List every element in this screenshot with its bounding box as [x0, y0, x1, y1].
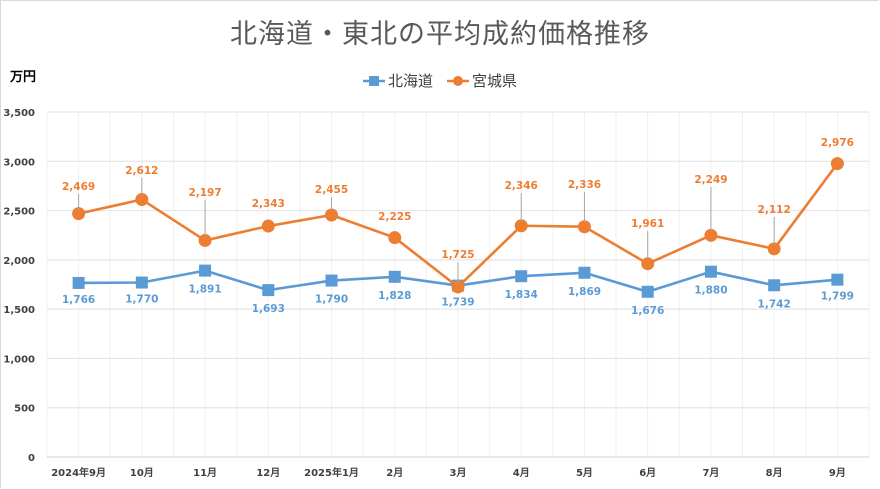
data-label: 1,961	[631, 218, 664, 230]
data-label: 1,799	[821, 291, 854, 303]
data-label: 2,112	[758, 204, 791, 216]
data-point-marker	[830, 157, 844, 171]
data-label: 2,336	[568, 179, 601, 191]
data-point-marker	[767, 242, 781, 256]
data-label: 2,225	[378, 211, 411, 223]
data-point-marker	[261, 219, 275, 233]
y-axis-unit-label: 万円	[10, 70, 37, 85]
data-label: 1,880	[694, 285, 727, 297]
legend-label: 北海道	[387, 72, 433, 90]
data-label: 1,834	[505, 289, 538, 301]
data-label: 1,790	[315, 294, 348, 306]
data-point-marker	[262, 284, 275, 297]
x-tick-label: 5月	[576, 467, 593, 479]
data-label: 2,346	[505, 180, 538, 192]
data-point-marker	[135, 276, 148, 289]
x-tick-label: 2024年9月	[51, 466, 106, 479]
data-point-marker	[388, 231, 402, 245]
x-tick-label: 2025年1月	[304, 466, 359, 479]
x-tick-label: 7月	[702, 467, 719, 479]
data-label: 1,766	[62, 294, 95, 306]
y-tick-label: 1,500	[3, 305, 35, 316]
x-tick-label: 8月	[766, 467, 783, 479]
data-label: 1,828	[378, 290, 411, 302]
data-label: 2,197	[188, 187, 221, 199]
data-point-marker	[768, 279, 781, 292]
data-point-marker	[641, 257, 655, 271]
data-point-marker	[514, 219, 528, 233]
y-tick-label: 0	[28, 453, 35, 464]
legend-label: 宮城県	[472, 72, 518, 90]
y-tick-label: 500	[14, 404, 35, 415]
data-label: 1,891	[188, 284, 221, 296]
x-tick-label: 12月	[256, 467, 280, 479]
x-tick-label: 11月	[193, 467, 217, 479]
data-label: 1,693	[252, 303, 285, 315]
legend-item-miyagi[interactable]: 宮城県	[447, 70, 517, 91]
legend-item-hokkaido[interactable]: 北海道	[362, 70, 433, 91]
data-label: 2,469	[62, 181, 95, 193]
data-point-marker	[135, 193, 149, 207]
data-point-marker	[72, 207, 86, 221]
chart-title: 北海道・東北の平均成約価格推移	[230, 19, 650, 50]
data-point-marker	[704, 228, 718, 242]
data-point-marker	[72, 276, 85, 289]
y-tick-label: 3,500	[3, 108, 35, 119]
data-label: 2,343	[252, 198, 285, 210]
data-label: 1,770	[125, 294, 158, 306]
data-point-marker	[451, 280, 465, 294]
data-point-marker	[515, 270, 528, 283]
data-point-marker	[198, 233, 212, 247]
data-point-marker	[831, 273, 844, 286]
data-point-marker	[388, 270, 401, 283]
y-tick-label: 1,000	[3, 354, 35, 365]
data-label: 1,676	[631, 305, 664, 317]
data-point-marker	[578, 266, 591, 279]
data-point-marker	[577, 220, 591, 234]
x-tick-label: 3月	[450, 467, 467, 479]
data-label: 2,612	[125, 165, 158, 177]
data-label: 2,976	[821, 137, 854, 149]
data-point-marker	[704, 265, 717, 278]
legend-square-marker-icon	[362, 75, 385, 86]
y-tick-label: 2,000	[3, 256, 35, 267]
y-tick-label: 3,000	[3, 157, 35, 168]
series-miyagi	[72, 157, 844, 294]
data-label: 1,739	[441, 297, 474, 309]
x-tick-label: 4月	[513, 467, 530, 479]
data-label: 1,725	[441, 249, 474, 261]
legend: 北海道 宮城県	[0, 70, 880, 91]
x-tick-label: 2月	[386, 467, 403, 479]
data-label: 2,455	[315, 184, 348, 196]
data-label: 2,249	[694, 174, 727, 186]
x-tick-label: 10月	[130, 467, 154, 479]
x-tick-label: 6月	[639, 467, 656, 479]
y-tick-label: 2,500	[3, 207, 35, 218]
data-point-marker	[199, 264, 212, 277]
x-tick-label: 9月	[829, 467, 846, 479]
data-point-marker	[325, 208, 339, 222]
data-label: 1,869	[568, 286, 601, 298]
data-label: 1,742	[758, 298, 791, 310]
data-point-marker	[325, 274, 338, 287]
data-point-marker	[641, 285, 654, 298]
legend-circle-marker-icon	[447, 75, 469, 86]
